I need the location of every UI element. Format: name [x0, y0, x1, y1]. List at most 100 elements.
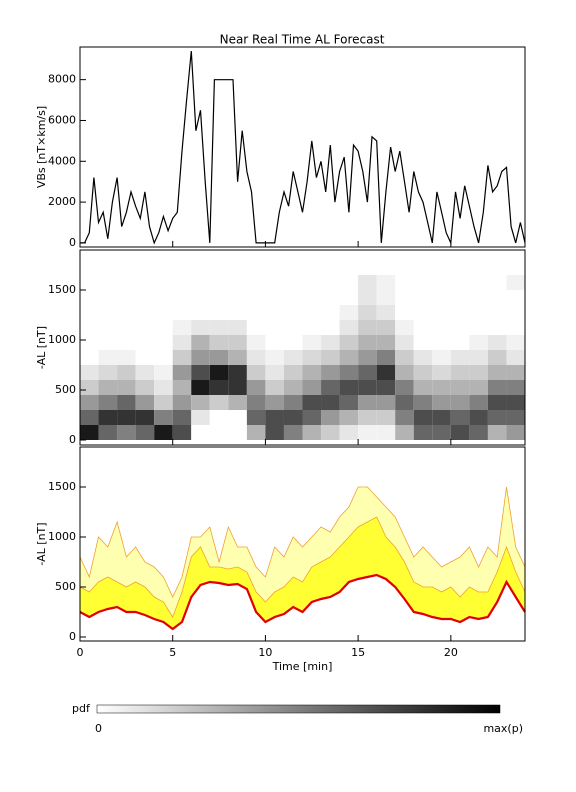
heat-cell	[265, 425, 284, 440]
heat-cell	[395, 320, 414, 335]
heat-cell	[172, 290, 192, 305]
heat-cell	[487, 260, 507, 275]
heat-cell	[117, 380, 136, 395]
y-axis-label: -AL [nT]	[35, 326, 48, 369]
x-axis-label: Time [min]	[272, 660, 333, 673]
heat-cell	[376, 380, 396, 395]
heat-cell	[487, 380, 507, 395]
heat-cell	[154, 410, 173, 425]
heat-cell	[487, 365, 507, 380]
heat-cell	[339, 410, 359, 425]
heat-cell	[246, 275, 266, 290]
band-area	[80, 517, 525, 629]
heat-cell	[117, 290, 136, 305]
heat-cell	[487, 305, 507, 320]
heat-cell	[432, 290, 451, 305]
heat-cell	[117, 350, 136, 365]
heat-cell	[98, 275, 118, 290]
heat-cell	[432, 365, 451, 380]
heat-cell	[98, 365, 118, 380]
heat-cell	[228, 290, 247, 305]
heat-cell	[321, 320, 340, 335]
heat-cell	[506, 275, 525, 290]
heat-cell	[413, 320, 433, 335]
heat-cell	[506, 290, 525, 305]
heat-cell	[135, 410, 155, 425]
heat-cell	[209, 380, 229, 395]
heat-cell	[339, 305, 359, 320]
heat-cell	[191, 335, 210, 350]
heat-cell	[432, 410, 451, 425]
heat-cell	[228, 380, 247, 395]
heat-cell	[228, 410, 247, 425]
heat-cell	[469, 410, 488, 425]
heat-cell	[506, 320, 525, 335]
heat-cell	[98, 260, 118, 275]
y-tick-label: 1500	[48, 283, 76, 296]
heat-cell	[80, 260, 99, 275]
heat-cell	[395, 260, 414, 275]
heat-cell	[487, 335, 507, 350]
heat-cell	[432, 320, 451, 335]
heat-cell	[450, 365, 470, 380]
heat-cell	[376, 350, 396, 365]
band-edge	[79, 516, 526, 618]
heat-cell	[395, 380, 414, 395]
y-tick-label: 0	[69, 433, 76, 446]
heat-cell	[506, 350, 525, 365]
heat-cell	[432, 275, 451, 290]
heat-cell	[339, 260, 359, 275]
heat-cell	[265, 365, 284, 380]
heat-cell	[135, 290, 155, 305]
colorbar-label: pdf	[72, 702, 91, 715]
heat-cell	[98, 305, 118, 320]
heat-cell	[80, 275, 99, 290]
heat-cell	[135, 335, 155, 350]
heat-cell	[209, 425, 229, 440]
heat-cell	[506, 410, 525, 425]
heat-cell	[172, 395, 192, 410]
heat-cell	[413, 335, 433, 350]
heat-cell	[228, 425, 247, 440]
heat-cell	[395, 290, 414, 305]
heat-cell	[98, 320, 118, 335]
heat-cell	[246, 335, 266, 350]
y-tick-label: 1000	[48, 333, 76, 346]
heat-cell	[228, 335, 247, 350]
heat-cell	[135, 275, 155, 290]
heat-cell	[117, 275, 136, 290]
heat-cell	[172, 350, 192, 365]
heat-cell	[265, 410, 284, 425]
heat-cell	[135, 350, 155, 365]
heat-cell	[228, 350, 247, 365]
heat-cell	[413, 350, 433, 365]
heat-cell	[135, 260, 155, 275]
heat-cell	[172, 260, 192, 275]
colorbar	[96, 704, 501, 714]
heat-cell	[154, 260, 173, 275]
heat-cell	[321, 305, 340, 320]
heat-cell	[228, 260, 247, 275]
heat-cell	[469, 305, 488, 320]
heat-cell	[246, 320, 266, 335]
heat-cell	[191, 260, 210, 275]
heat-cell	[283, 395, 303, 410]
heat-cell	[413, 380, 433, 395]
heat-cell	[395, 350, 414, 365]
heat-cell	[358, 365, 377, 380]
heat-cell	[302, 290, 322, 305]
heat-cell	[506, 425, 525, 440]
heat-cell	[339, 350, 359, 365]
heat-cell	[117, 410, 136, 425]
heat-cell	[209, 320, 229, 335]
heat-cell	[395, 305, 414, 320]
heat-cell	[339, 380, 359, 395]
heat-cell	[376, 425, 396, 440]
heat-cell	[339, 365, 359, 380]
heat-cell	[469, 275, 488, 290]
heat-cell	[80, 425, 99, 440]
heat-cell	[413, 365, 433, 380]
heat-cell	[154, 305, 173, 320]
heat-cell	[469, 380, 488, 395]
